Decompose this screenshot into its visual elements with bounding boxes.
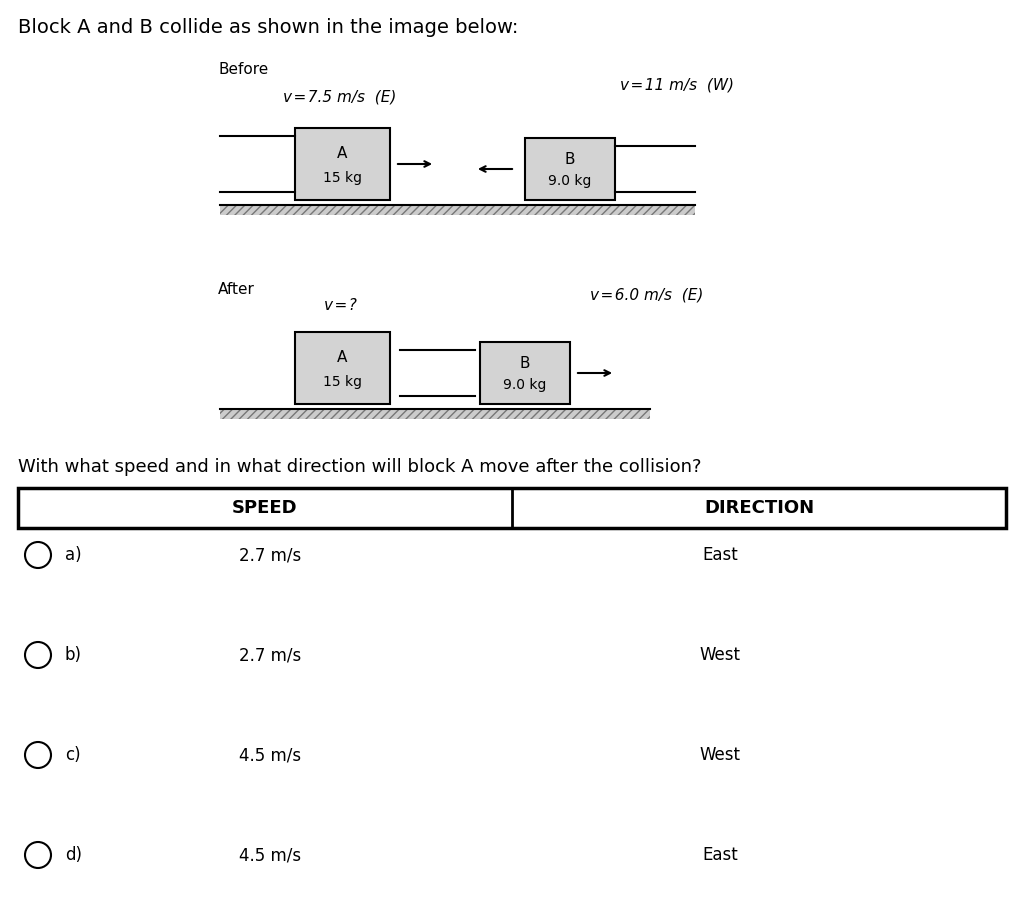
Text: West: West <box>699 646 740 664</box>
Text: Block A and B collide as shown in the image below:: Block A and B collide as shown in the im… <box>18 18 518 37</box>
Text: A: A <box>337 145 348 161</box>
Text: 2.7 m/s: 2.7 m/s <box>239 546 301 564</box>
Text: 15 kg: 15 kg <box>323 376 362 389</box>
Bar <box>220 409 650 419</box>
Text: 15 kg: 15 kg <box>323 172 362 186</box>
Text: SPEED: SPEED <box>232 499 298 517</box>
Text: 9.0 kg: 9.0 kg <box>504 378 547 392</box>
Text: East: East <box>702 546 738 564</box>
Bar <box>295 332 390 404</box>
Bar <box>525 138 615 200</box>
Text: DIRECTION: DIRECTION <box>703 499 814 517</box>
Text: 2.7 m/s: 2.7 m/s <box>239 646 301 664</box>
Text: West: West <box>699 746 740 764</box>
Bar <box>18 488 1006 528</box>
Text: v = 7.5 m/s  (E): v = 7.5 m/s (E) <box>284 90 396 105</box>
Text: 4.5 m/s: 4.5 m/s <box>239 846 301 864</box>
Text: c): c) <box>65 746 81 764</box>
Text: v = ?: v = ? <box>324 298 356 313</box>
Text: v = 6.0 m/s  (E): v = 6.0 m/s (E) <box>590 288 703 303</box>
Text: After: After <box>218 282 255 297</box>
Text: v = 11 m/s  (W): v = 11 m/s (W) <box>620 78 734 93</box>
Text: 4.5 m/s: 4.5 m/s <box>239 746 301 764</box>
Text: With what speed and in what direction will block A move after the collision?: With what speed and in what direction wi… <box>18 458 701 476</box>
Text: d): d) <box>65 846 82 864</box>
Text: B: B <box>565 153 575 167</box>
Bar <box>295 128 390 200</box>
Bar <box>220 205 695 215</box>
Text: b): b) <box>65 646 82 664</box>
Text: A: A <box>337 350 348 365</box>
Text: East: East <box>702 846 738 864</box>
Text: 9.0 kg: 9.0 kg <box>548 175 592 188</box>
Text: Before: Before <box>218 62 268 77</box>
Text: a): a) <box>65 546 82 564</box>
Bar <box>480 342 570 404</box>
Text: B: B <box>520 356 530 371</box>
